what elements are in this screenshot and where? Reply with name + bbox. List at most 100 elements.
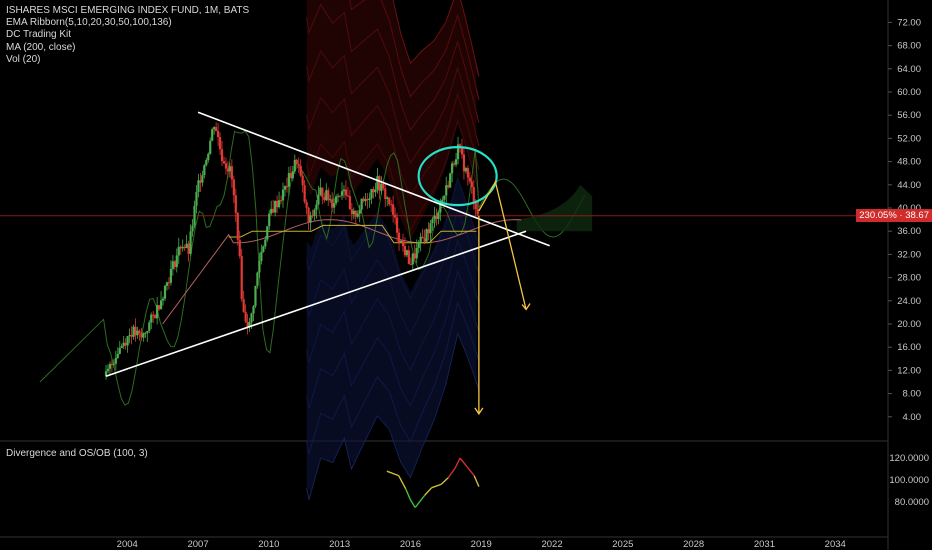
candle — [299, 159, 302, 177]
time-axis: 2004 2007 2010 2013 2016 2019 2022 2025 2028 2031… — [117, 539, 846, 550]
candle — [181, 239, 184, 252]
price-tick-label: 72.00 — [897, 17, 921, 28]
oscillator-segment — [405, 488, 412, 501]
candle — [449, 172, 452, 188]
time-tick-label: 2004 — [117, 539, 138, 550]
candle — [331, 192, 334, 213]
rising-trendline — [105, 230, 527, 377]
price-tick-label: 64.00 — [897, 64, 921, 75]
candle — [244, 304, 247, 323]
candle — [236, 211, 239, 246]
candle — [323, 192, 326, 203]
candle — [388, 197, 391, 207]
candle — [228, 162, 231, 178]
candle — [307, 206, 310, 230]
candle — [291, 165, 294, 182]
candle — [403, 237, 407, 258]
price-axis: 72.00 68.00 64.00 60.00 56.00 52.00 48.00 44.00… — [888, 17, 922, 423]
candle — [356, 210, 359, 219]
candle — [165, 281, 169, 291]
candle — [319, 178, 322, 197]
candle — [154, 313, 157, 319]
price-tick-label: 12.00 — [897, 365, 921, 376]
candle — [258, 252, 261, 278]
candle — [230, 159, 233, 188]
time-tick-label: 2034 — [825, 539, 846, 550]
candle — [108, 361, 112, 375]
candle — [354, 209, 357, 225]
candle — [179, 245, 182, 255]
ma-200-line — [162, 219, 522, 325]
candle — [411, 253, 414, 271]
candle — [159, 291, 163, 310]
candle — [329, 194, 332, 203]
candle — [106, 364, 110, 374]
candle — [234, 188, 237, 222]
candle — [435, 208, 438, 226]
candle — [156, 297, 159, 325]
candle — [279, 195, 283, 205]
oscillator-segment — [459, 457, 468, 468]
candle — [224, 157, 228, 175]
oscillator-segment — [414, 494, 426, 508]
trend-overlays — [105, 111, 550, 416]
candle — [110, 359, 113, 373]
candle — [305, 199, 308, 215]
time-tick-label: 2022 — [541, 539, 562, 550]
time-tick-label: 2031 — [754, 539, 775, 550]
candle — [453, 160, 456, 167]
candle — [130, 326, 133, 345]
candle — [315, 200, 318, 219]
candle — [317, 185, 320, 205]
candle — [325, 183, 328, 202]
candle — [207, 152, 210, 163]
price-tick-label: 20.00 — [897, 319, 921, 330]
candle — [132, 324, 135, 340]
candle — [338, 195, 342, 198]
candle — [295, 158, 298, 167]
highlight-circle — [417, 146, 498, 207]
candle — [138, 329, 141, 341]
oscillator-segment — [431, 483, 442, 489]
candle — [189, 224, 192, 256]
candle — [419, 232, 422, 252]
candle — [399, 240, 403, 243]
candle — [201, 170, 204, 187]
candle — [161, 296, 165, 306]
candle — [370, 188, 373, 205]
candle — [150, 312, 153, 330]
price-tick-label: 8.00 — [903, 389, 922, 400]
candle — [254, 285, 257, 309]
candle — [197, 173, 200, 198]
price-tick-label: 36.00 — [897, 226, 921, 237]
candle — [297, 157, 300, 173]
candle — [167, 277, 171, 290]
candle — [386, 196, 389, 206]
candle — [405, 249, 408, 258]
candle — [429, 219, 432, 242]
price-tick-label: 44.00 — [897, 180, 921, 191]
candle — [148, 320, 151, 334]
candle — [203, 163, 206, 179]
candle — [382, 179, 385, 191]
candle — [185, 234, 188, 249]
candle — [360, 198, 363, 214]
candle — [362, 196, 365, 203]
candle — [222, 156, 226, 164]
candle — [276, 195, 279, 214]
candle — [415, 239, 418, 264]
candle — [466, 165, 469, 186]
candle — [270, 200, 273, 216]
candle — [211, 127, 214, 142]
candle — [118, 341, 121, 355]
oscillator-axis: 120.0000 100.0000 80.0000 — [889, 453, 929, 508]
chart-legend: ISHARES MSCI EMERGING INDEX FUND, 1M, BA… — [6, 5, 249, 66]
price-tick-label: 52.00 — [897, 133, 921, 144]
ema-lower-line — [306, 332, 480, 500]
candle — [104, 364, 108, 380]
candle — [260, 244, 263, 265]
candle — [136, 326, 139, 339]
candle — [301, 171, 304, 193]
candle — [146, 330, 149, 342]
